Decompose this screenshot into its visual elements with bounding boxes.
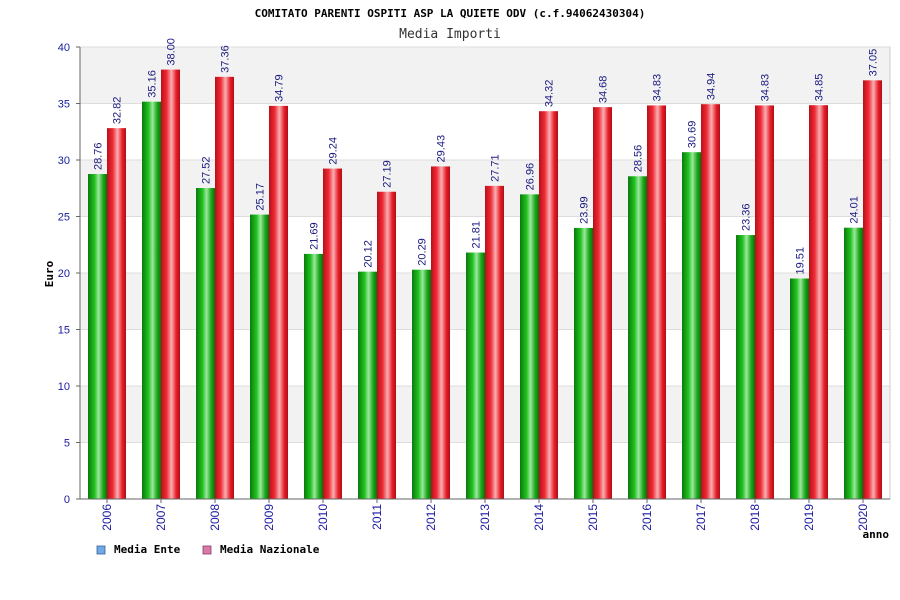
- data-label: 30.69: [687, 121, 699, 149]
- y-tick-label: 10: [58, 381, 70, 393]
- data-label: 21.69: [309, 222, 321, 250]
- x-tick-label: 2006: [100, 504, 114, 531]
- bar-media-nazionale: [809, 105, 828, 499]
- data-label: 34.79: [274, 74, 286, 102]
- y-axis: 0 5 10 15 20 25 30 35 40: [58, 42, 81, 506]
- x-tick-label: 2014: [532, 504, 546, 531]
- bar-media-ente: [628, 176, 647, 499]
- data-label: 20.29: [417, 238, 429, 266]
- bar-media-nazionale: [701, 104, 720, 499]
- y-tick-label: 15: [58, 325, 70, 337]
- bar-media-ente: [358, 271, 377, 499]
- data-label: 34.94: [706, 73, 718, 101]
- chart-subtitle: Media Importi: [399, 27, 501, 42]
- bar-media-nazionale: [593, 107, 612, 499]
- x-tick-label: 2011: [370, 504, 384, 530]
- bar-media-nazionale: [161, 69, 180, 499]
- data-label: 34.83: [652, 74, 664, 102]
- bar-media-nazionale: [755, 105, 774, 500]
- bar-media-nazionale: [269, 105, 288, 500]
- data-label: 27.52: [201, 156, 213, 184]
- data-label: 20.12: [363, 240, 375, 268]
- x-tick-label: 2013: [478, 504, 492, 531]
- y-tick-label: 20: [58, 268, 70, 280]
- bar-media-ente: [88, 174, 107, 499]
- x-tick-label: 2009: [262, 504, 276, 531]
- x-tick-label: 2018: [748, 504, 762, 531]
- bar-media-ente: [196, 188, 215, 500]
- data-label: 34.83: [760, 74, 772, 102]
- x-tick-label: 2008: [208, 504, 222, 531]
- data-label: 35.16: [147, 70, 159, 98]
- data-label: 23.99: [579, 196, 591, 224]
- bar-media-ente: [844, 227, 863, 499]
- legend-swatch-media-nazionale: [202, 545, 212, 555]
- data-label: 34.68: [598, 76, 610, 104]
- legend-swatch-media-ente: [96, 545, 106, 555]
- data-label: 25.17: [255, 183, 267, 211]
- bars: [88, 69, 882, 500]
- legend: Media Ente Media Nazionale: [96, 543, 320, 556]
- bar-media-nazionale: [431, 166, 450, 500]
- x-tick-label: 2017: [694, 504, 708, 531]
- x-axis: 2006 2007 2008 2009 2010 2011 2012 2013 2014 2015…: [80, 498, 890, 531]
- y-tick-label: 40: [58, 42, 70, 54]
- data-label: 23.36: [741, 204, 753, 232]
- data-label: 24.01: [849, 196, 861, 224]
- data-labels: 28.76 32.82 35.16 38.00 27.52 37.36 25.17 34.79…: [93, 38, 880, 274]
- bar-media-nazionale: [323, 168, 342, 499]
- y-axis-label: Euro: [43, 260, 56, 287]
- data-label: 27.19: [382, 160, 394, 188]
- bar-media-ente: [304, 253, 323, 499]
- x-tick-label: 2007: [154, 504, 168, 531]
- y-tick-label: 30: [58, 155, 70, 167]
- bar-media-ente: [520, 194, 539, 500]
- data-label: 34.32: [544, 80, 556, 108]
- y-tick-label: 0: [64, 494, 70, 506]
- data-label: 28.76: [93, 142, 105, 170]
- data-label: 27.71: [490, 154, 502, 182]
- bar-media-ente: [574, 227, 593, 499]
- x-tick-label: 2015: [586, 504, 600, 531]
- data-label: 29.24: [328, 137, 340, 165]
- bar-media-nazionale: [485, 185, 504, 499]
- data-label: 19.51: [795, 247, 807, 275]
- bar-media-nazionale: [107, 128, 126, 499]
- y-tick-label: 35: [58, 99, 70, 111]
- x-axis-label: anno: [863, 528, 890, 541]
- x-tick-label: 2010: [316, 504, 330, 531]
- x-tick-label: 2019: [802, 504, 816, 531]
- legend-label-media-ente: Media Ente: [114, 543, 181, 556]
- bar-media-ente: [736, 235, 755, 500]
- bar-media-ente: [142, 101, 161, 499]
- data-label: 28.56: [633, 145, 645, 173]
- data-label: 38.00: [166, 38, 178, 66]
- bar-media-ente: [790, 278, 809, 499]
- data-label: 26.96: [525, 163, 537, 191]
- x-tick-label: 2016: [640, 504, 654, 531]
- legend-label-media-nazionale: Media Nazionale: [220, 543, 320, 556]
- bar-media-nazionale: [539, 111, 558, 500]
- data-label: 37.05: [868, 49, 880, 77]
- bar-media-nazionale: [215, 76, 234, 499]
- bar-media-nazionale: [377, 191, 396, 500]
- bar-media-nazionale: [647, 105, 666, 500]
- y-tick-label: 25: [58, 212, 70, 224]
- bar-media-ente: [466, 252, 485, 499]
- data-label: 21.81: [471, 221, 483, 249]
- bar-media-ente: [250, 214, 269, 500]
- x-tick-label: 2012: [424, 504, 438, 531]
- bar-media-nazionale: [863, 80, 882, 500]
- data-label: 32.82: [112, 97, 124, 125]
- data-label: 34.85: [814, 74, 826, 102]
- data-label: 29.43: [436, 135, 448, 163]
- x-tick-label: 2020: [856, 504, 870, 531]
- bar-media-ente: [682, 152, 701, 499]
- bar-media-ente: [412, 269, 431, 499]
- data-label: 37.36: [220, 45, 232, 73]
- y-tick-label: 5: [64, 438, 70, 450]
- chart-title: COMITATO PARENTI OSPITI ASP LA QUIETE OD…: [255, 7, 646, 20]
